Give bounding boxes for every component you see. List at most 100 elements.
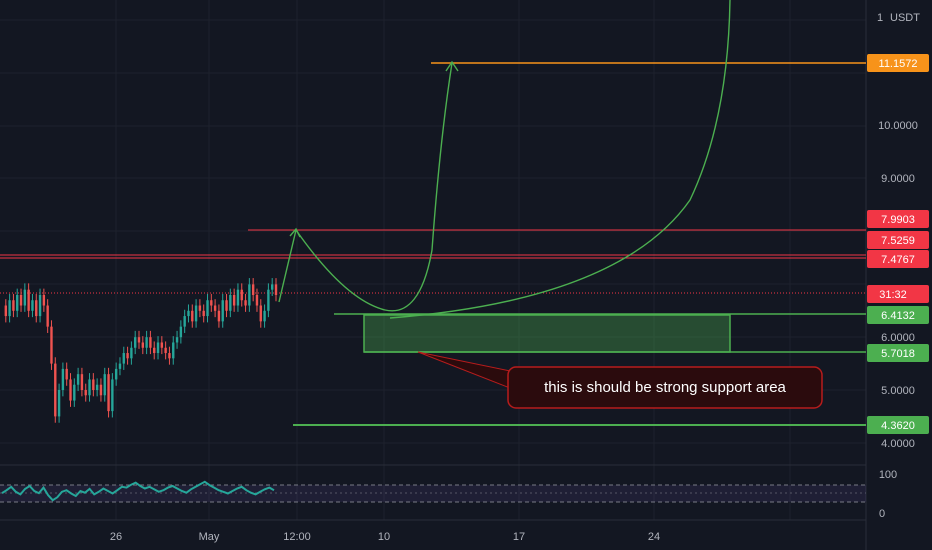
x-tick-label: 24 <box>648 531 660 543</box>
projection-arrow-head-top <box>445 60 459 72</box>
candle-body <box>19 294 23 306</box>
candle-body <box>137 337 141 343</box>
candle-body <box>236 289 240 306</box>
price-tag-label: 7.5259 <box>881 235 915 247</box>
candle-body <box>88 379 91 396</box>
projection-arrow-head-mid <box>289 227 301 238</box>
candle-body <box>179 326 183 338</box>
candle-body <box>69 379 72 401</box>
candle-body <box>76 374 80 385</box>
candle-body <box>16 294 19 311</box>
candle-body <box>213 305 217 311</box>
x-tick-label: 10 <box>378 531 390 543</box>
annotation-text: this is should be strong support area <box>544 379 786 396</box>
candle-body <box>153 347 156 354</box>
candle-body <box>229 294 232 311</box>
y-tick-label: 4.0000 <box>881 438 915 450</box>
support-zone[interactable] <box>363 314 731 353</box>
candle-body <box>225 300 228 311</box>
candle-body <box>130 347 133 359</box>
candle-body <box>255 294 259 306</box>
price-tag-4-3620[interactable]: 4.3620 <box>867 416 929 434</box>
candle-body <box>191 310 194 322</box>
countdown-tag[interactable]: 31:32 <box>867 285 929 303</box>
candle-body <box>54 363 57 417</box>
candle-body <box>65 368 68 380</box>
candle-body <box>61 368 65 390</box>
price-tag-label: 6.4132 <box>881 310 915 322</box>
chart-grid <box>0 0 866 520</box>
price-tag-7-4767[interactable]: 7.4767 <box>867 250 929 268</box>
candle-body <box>270 284 274 290</box>
candle-body <box>198 305 202 311</box>
candle-body <box>251 284 255 295</box>
candle-body <box>99 384 103 396</box>
countdown-label: 31:32 <box>879 289 907 301</box>
candle-body <box>50 326 53 364</box>
x-tick-label: 12:00 <box>283 531 311 543</box>
candle-body <box>175 337 179 343</box>
price-tag-7-5259[interactable]: 7.5259 <box>867 231 929 249</box>
candle-body <box>160 342 164 348</box>
candle-body <box>122 353 125 364</box>
candle-body <box>38 294 42 317</box>
y-tick-label: 10.0000 <box>878 120 918 132</box>
candle-body <box>164 347 167 354</box>
candle-body <box>206 300 209 317</box>
candle-body <box>244 300 247 306</box>
candle-body <box>145 337 148 348</box>
candle-body <box>156 342 160 354</box>
candle-body <box>274 284 278 295</box>
candle-body <box>84 390 87 396</box>
candle-body <box>92 379 95 390</box>
price-tag-label: 7.4767 <box>881 254 915 266</box>
candle-body <box>35 300 38 317</box>
y-tick-label: 6.0000 <box>881 332 915 344</box>
candle-body <box>111 379 114 412</box>
candle-body <box>259 305 262 322</box>
parabola-projection-path[interactable] <box>389 0 731 319</box>
x-tick-label: 17 <box>513 531 525 543</box>
candle-body <box>133 337 137 348</box>
y-tick-label: 5.0000 <box>881 385 915 397</box>
price-tag-7-9903[interactable]: 7.9903 <box>867 210 929 228</box>
projection-arrow-path[interactable] <box>278 62 453 312</box>
annotation-box[interactable] <box>507 366 823 409</box>
rsi-series <box>1 480 275 502</box>
x-tick-label: 26 <box>110 531 122 543</box>
candle-body <box>46 305 49 327</box>
candle-body <box>194 305 198 322</box>
rsi-tick-label: 100 <box>879 469 897 481</box>
price-tag-5-7018[interactable]: 5.7018 <box>867 344 929 362</box>
price-tag-11-1572[interactable]: 11.1572 <box>867 54 929 72</box>
rsi-line <box>1 480 275 502</box>
candle-body <box>187 310 190 317</box>
candle-body <box>149 337 152 348</box>
y-tick-label: 9.0000 <box>881 173 915 185</box>
candle-body <box>57 390 61 417</box>
price-tag-label: 5.7018 <box>881 348 915 360</box>
candle-body <box>42 294 46 306</box>
candle-body <box>114 368 118 380</box>
candle-body <box>107 374 110 412</box>
candle-body <box>168 353 171 359</box>
price-tag-label: 4.3620 <box>881 420 915 432</box>
candle-body <box>8 300 11 317</box>
candle-body <box>232 294 236 306</box>
price-tag-6-4132[interactable]: 6.4132 <box>867 306 929 324</box>
currency-label[interactable]: USDT <box>890 12 920 24</box>
candle-body <box>172 342 175 359</box>
currency-prefix: 1 <box>877 12 883 24</box>
candle-body <box>126 353 129 359</box>
candle-body <box>217 310 221 322</box>
candle-body <box>4 305 8 317</box>
candle-body <box>103 374 106 396</box>
price-tag-label: 7.9903 <box>881 214 915 226</box>
candle-body <box>183 316 186 327</box>
candle-body <box>27 289 30 311</box>
candle-body <box>263 310 266 322</box>
candle-body <box>118 363 122 369</box>
candle-body <box>73 384 76 401</box>
x-tick-label: May <box>199 531 220 543</box>
